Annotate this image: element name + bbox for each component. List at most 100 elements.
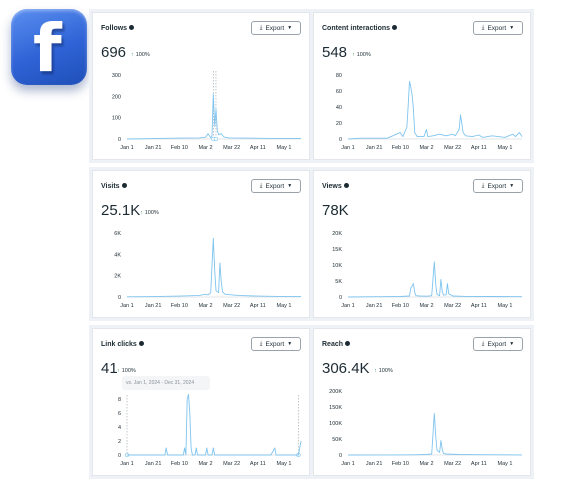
y-tick-label: 20	[336, 121, 342, 127]
y-tick-label: 0	[339, 295, 342, 301]
y-tick-label: 200	[112, 94, 121, 100]
x-tick-label: Jan 21	[366, 145, 383, 151]
y-tick-label: 0	[339, 453, 342, 459]
export-button[interactable]: ⤓ Export ▼	[473, 337, 523, 351]
x-tick-label: May 1	[498, 145, 513, 151]
change-indicator: ↑ 100%	[374, 368, 393, 374]
y-tick-label: 80	[336, 73, 342, 79]
x-tick-label: Jan 21	[145, 145, 162, 151]
line-chart: 8 6 4 2 0 Jan 1 Jan 21 Feb 10 Mar 2 Mar 22 Apr 11 M…	[118, 394, 302, 467]
x-tick-label: Mar 2	[419, 303, 433, 309]
x-tick-label: Mar 22	[223, 145, 240, 151]
y-tick-label: 150K	[329, 405, 342, 411]
y-tick-label: 200K	[329, 389, 342, 395]
export-button[interactable]: ⤓ Export ▼	[251, 21, 301, 35]
x-tick-label: Mar 2	[419, 145, 433, 151]
series-line	[127, 394, 302, 456]
y-tick-label: 60	[336, 89, 342, 95]
line-chart: 80 60 40 20 0 Jan 1 Jan 21 Feb 10 Mar 2 Mar 22 Apr…	[336, 73, 523, 151]
export-button[interactable]: ⤓ Export ▼	[473, 21, 523, 35]
caret-down-icon: ▼	[287, 341, 293, 347]
caret-down-icon: ▼	[509, 341, 515, 347]
card-title: Views	[322, 183, 349, 190]
x-tick-label: Mar 2	[198, 145, 212, 151]
visits-card: Visits ⤓ Export ▼ 25.1K ↑ 100% 6K 4K 2K 0 Jan 1…	[92, 170, 310, 318]
info-icon[interactable]	[138, 341, 144, 346]
y-tick-label: 2K	[114, 274, 121, 280]
metric-value: 306.4K	[322, 360, 370, 377]
x-tick-label: Jan 21	[145, 461, 162, 467]
metric-value: 41	[101, 360, 118, 377]
export-button[interactable]: ⤓ Export ▼	[473, 179, 523, 193]
follows-card: Follows ⤓ Export ▼ 696 ↑ 100% 300 200 100 0 Jan…	[92, 12, 310, 160]
x-tick-label: Jan 1	[120, 145, 133, 151]
change-indicator: ↑ 100%	[352, 52, 371, 58]
x-tick-label: Apr 11	[471, 303, 487, 309]
x-tick-label: Feb 10	[392, 461, 409, 467]
series-line	[347, 261, 523, 298]
x-tick-label: Feb 10	[171, 461, 188, 467]
x-tick-label: Feb 10	[392, 303, 409, 309]
caret-down-icon: ▼	[509, 183, 515, 189]
x-tick-label: Mar 2	[419, 461, 433, 467]
x-tick-label: Jan 1	[341, 145, 354, 151]
change-indicator: ↑ 100%	[131, 52, 150, 58]
y-tick-label: 0	[118, 453, 121, 459]
y-tick-label: 0	[118, 137, 121, 143]
card-title: Content interactions	[322, 25, 398, 32]
arrow-up-icon: ↑	[374, 368, 377, 374]
info-icon[interactable]	[343, 183, 349, 188]
x-tick-label: Apr 11	[471, 461, 487, 467]
info-icon[interactable]	[345, 341, 351, 346]
x-tick-label: May 1	[277, 303, 292, 309]
arrow-up-icon: ↑	[140, 210, 143, 216]
views-card: Views ⤓ Export ▼ 78K 20K 15K 10K 5K 0 Jan 1 Jan …	[313, 170, 531, 318]
series-line	[347, 412, 523, 456]
x-tick-label: Mar 22	[223, 303, 240, 309]
caret-down-icon: ▼	[287, 183, 293, 189]
y-tick-label: 4	[118, 425, 121, 431]
content-interactions-card: Content interactions ⤓ Export ▼ 548 ↑ 100% …	[313, 12, 531, 160]
download-icon: ⤓	[481, 182, 485, 189]
y-tick-label: 50K	[332, 437, 342, 443]
arrow-up-icon: ↑	[117, 368, 120, 374]
arrow-up-icon: ↑	[131, 52, 134, 58]
download-icon: ⤓	[481, 340, 485, 347]
x-tick-label: Jan 21	[145, 303, 162, 309]
x-tick-label: May 1	[498, 303, 513, 309]
series-line	[126, 237, 302, 298]
card-title: Link clicks	[101, 341, 144, 348]
x-tick-label: Apr 11	[250, 461, 266, 467]
line-chart: 6K 4K 2K 0 Jan 1 Jan 21 Feb 10 Mar 2 Mar 22 Apr 1…	[114, 231, 302, 309]
series-line	[347, 80, 523, 140]
reach-card: Reach ⤓ Export ▼ 306.4K ↑ 100% 200K 150K 100K…	[313, 328, 531, 476]
info-icon[interactable]	[129, 25, 135, 30]
line-chart: 200K 150K 100K 50K 0 Jan 1 Jan 21 Feb 10 Mar 2 Ma…	[329, 389, 523, 467]
line-chart: 300 200 100 0 Jan 1 Jan 21 Feb 10 Mar 2 Mar 22 Ap…	[112, 71, 302, 151]
y-tick-label: 100	[112, 116, 121, 122]
x-tick-label: Jan 21	[366, 303, 383, 309]
card-title: Visits	[101, 183, 127, 190]
y-tick-label: 40	[336, 105, 342, 111]
x-tick-label: Apr 11	[471, 145, 487, 151]
info-icon[interactable]	[121, 183, 127, 188]
download-icon: ⤓	[259, 182, 263, 189]
x-tick-label: Mar 2	[198, 461, 212, 467]
metric-value: 696	[101, 44, 127, 61]
download-icon: ⤓	[259, 340, 263, 347]
change-indicator: ↑ 100%	[117, 368, 136, 374]
y-tick-label: 4K	[114, 252, 121, 258]
date-marker-point	[213, 136, 219, 142]
export-button[interactable]: ⤓ Export ▼	[251, 179, 301, 193]
x-tick-label: Feb 10	[392, 145, 409, 151]
metric-value: 25.1K	[101, 202, 141, 219]
y-tick-label: 6K	[114, 231, 121, 237]
export-button[interactable]: ⤓ Export ▼	[251, 337, 301, 351]
x-tick-label: Jan 1	[120, 303, 133, 309]
info-icon[interactable]	[392, 25, 398, 30]
x-tick-label: Mar 22	[444, 461, 461, 467]
x-tick-label: May 1	[498, 461, 513, 467]
link-clicks-card: Link clicks ⤓ Export ▼ 41 ↑ 100% 8 6 4 2 0 Jan 1…	[92, 328, 310, 476]
x-tick-label: Mar 22	[444, 303, 461, 309]
y-tick-label: 6	[118, 411, 121, 417]
